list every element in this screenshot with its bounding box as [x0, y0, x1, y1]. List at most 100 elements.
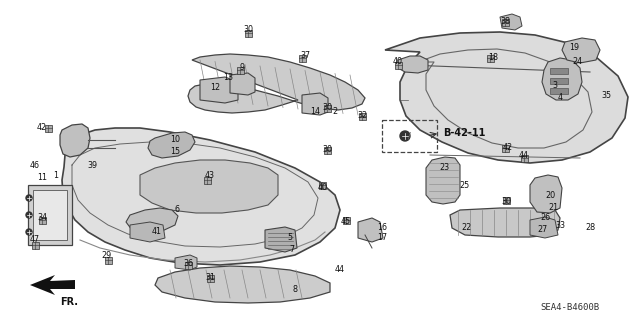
Bar: [237, 66, 243, 73]
Polygon shape: [126, 208, 178, 234]
Polygon shape: [175, 255, 197, 270]
Bar: [502, 19, 509, 26]
Bar: [550, 78, 568, 84]
Text: 28: 28: [585, 224, 595, 233]
Bar: [104, 256, 111, 263]
Polygon shape: [530, 217, 558, 238]
Text: 38: 38: [500, 18, 510, 26]
Polygon shape: [62, 128, 340, 265]
Text: 3: 3: [552, 80, 557, 90]
Text: 15: 15: [170, 147, 180, 157]
Bar: [520, 154, 527, 161]
Bar: [45, 124, 51, 131]
Text: SEA4-B4600B: SEA4-B4600B: [540, 303, 600, 313]
Bar: [298, 55, 305, 62]
Text: 39: 39: [87, 160, 97, 169]
Text: 9: 9: [239, 63, 244, 72]
Bar: [207, 275, 214, 281]
Text: 10: 10: [170, 136, 180, 145]
Polygon shape: [188, 54, 365, 113]
Text: 40: 40: [393, 57, 403, 66]
Text: 26: 26: [540, 213, 550, 222]
Text: 32: 32: [357, 110, 367, 120]
Text: 19: 19: [569, 43, 579, 53]
Polygon shape: [140, 160, 278, 213]
Bar: [204, 176, 211, 183]
Text: 20: 20: [545, 190, 555, 199]
Text: 44: 44: [335, 265, 345, 275]
Text: 18: 18: [488, 54, 498, 63]
Bar: [38, 217, 45, 224]
Bar: [502, 145, 509, 152]
Bar: [342, 217, 349, 224]
Text: 29: 29: [102, 250, 112, 259]
Text: 7: 7: [289, 246, 294, 255]
Bar: [31, 241, 38, 249]
Polygon shape: [155, 266, 330, 303]
Polygon shape: [60, 124, 90, 157]
Polygon shape: [426, 157, 460, 204]
Text: 8: 8: [292, 286, 298, 294]
Polygon shape: [30, 275, 75, 295]
Bar: [323, 146, 330, 153]
Text: 27: 27: [538, 226, 548, 234]
Text: 16: 16: [377, 224, 387, 233]
Polygon shape: [500, 14, 522, 30]
Text: 31: 31: [205, 273, 215, 283]
Text: FR.: FR.: [60, 297, 78, 307]
Circle shape: [400, 131, 410, 141]
Polygon shape: [542, 58, 582, 100]
Polygon shape: [358, 218, 383, 242]
Polygon shape: [265, 227, 297, 252]
Polygon shape: [385, 32, 628, 163]
Polygon shape: [562, 38, 600, 63]
Bar: [486, 55, 493, 62]
Circle shape: [26, 195, 32, 201]
Text: 17: 17: [377, 234, 387, 242]
Text: 1: 1: [54, 170, 58, 180]
Polygon shape: [148, 132, 195, 158]
Text: 6: 6: [175, 205, 179, 214]
Text: 14: 14: [310, 108, 320, 116]
Text: 12: 12: [210, 84, 220, 93]
Bar: [394, 62, 401, 69]
Bar: [184, 262, 191, 269]
Circle shape: [26, 212, 32, 218]
Polygon shape: [230, 73, 255, 95]
Text: 37: 37: [300, 50, 310, 60]
Text: 36: 36: [183, 258, 193, 268]
Text: 42: 42: [37, 123, 47, 132]
Bar: [550, 88, 568, 94]
Polygon shape: [302, 93, 328, 115]
Text: 34: 34: [37, 213, 47, 222]
Text: 30: 30: [243, 26, 253, 34]
Bar: [502, 197, 509, 204]
Text: 35: 35: [601, 91, 611, 100]
Polygon shape: [398, 56, 428, 73]
Bar: [358, 113, 365, 120]
Polygon shape: [200, 77, 238, 103]
Text: 22: 22: [462, 224, 472, 233]
Text: 45: 45: [341, 218, 351, 226]
Text: 4: 4: [557, 93, 563, 102]
Text: 47: 47: [30, 235, 40, 244]
Text: 30: 30: [322, 103, 332, 113]
Text: 41: 41: [152, 227, 162, 236]
Circle shape: [26, 229, 32, 235]
Text: 21: 21: [548, 203, 558, 211]
Polygon shape: [530, 175, 562, 213]
Text: /: /: [408, 131, 410, 140]
Text: 5: 5: [287, 233, 292, 241]
Text: 30: 30: [501, 197, 511, 206]
Text: 42: 42: [503, 144, 513, 152]
Text: 24: 24: [572, 57, 582, 66]
Text: 44: 44: [519, 151, 529, 160]
Text: 11: 11: [37, 173, 47, 182]
Text: B-42-11: B-42-11: [443, 128, 485, 138]
Bar: [319, 182, 326, 189]
Text: 30: 30: [322, 145, 332, 154]
Bar: [244, 29, 252, 36]
Polygon shape: [130, 222, 165, 242]
Bar: [550, 68, 568, 74]
Polygon shape: [33, 190, 67, 240]
